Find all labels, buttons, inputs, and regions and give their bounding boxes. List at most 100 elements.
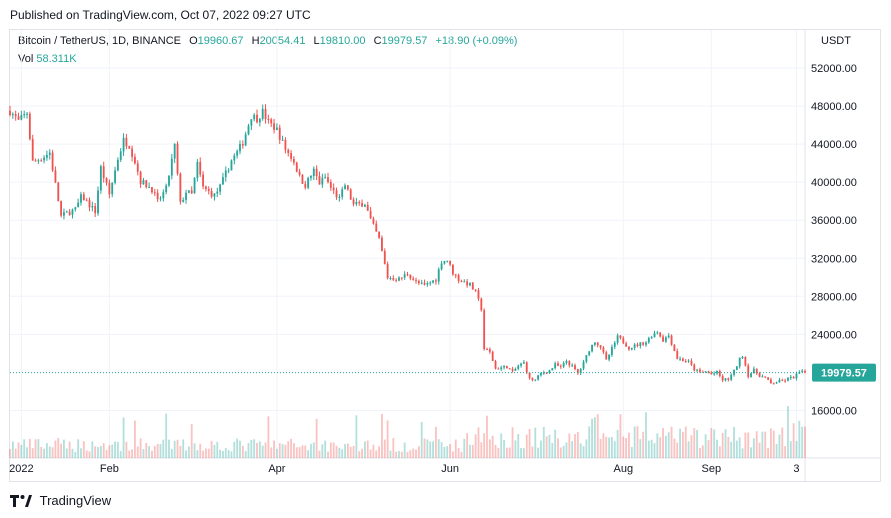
volume-bar <box>437 439 440 458</box>
chart-frame <box>9 29 881 482</box>
candle-body <box>187 190 190 193</box>
candle-body <box>301 174 304 184</box>
candle-body <box>273 123 275 130</box>
volume-bar <box>196 450 199 458</box>
volume-bar <box>26 447 28 458</box>
candle-body <box>724 378 727 381</box>
volume-bar <box>295 447 298 458</box>
candle-body <box>392 278 395 280</box>
volume-bar <box>540 440 542 458</box>
volume-bar <box>486 415 488 458</box>
volume-bar <box>324 440 327 458</box>
volume-bar <box>290 438 293 458</box>
candle-body <box>611 346 613 355</box>
volume-bar <box>525 434 528 458</box>
volume-bar <box>11 441 14 458</box>
volume-bar <box>91 441 94 458</box>
volume-bar <box>148 446 151 458</box>
volume-bar <box>34 439 37 458</box>
volume-bar <box>684 426 687 458</box>
candle-body <box>432 280 434 283</box>
volume-bar <box>318 450 321 458</box>
candle-body <box>571 365 574 367</box>
volume-bar <box>261 445 264 458</box>
candle-body <box>636 344 639 347</box>
volume-bar <box>454 439 457 458</box>
candle-body <box>750 373 752 377</box>
candle-body <box>656 332 659 334</box>
candle-body <box>494 361 497 369</box>
footer-brand[interactable]: TradingView <box>10 492 111 508</box>
candle-body <box>267 119 270 121</box>
volume-bar <box>735 440 738 458</box>
volume-bar <box>165 413 168 458</box>
volume-bar <box>471 444 474 458</box>
candle-body <box>454 274 457 276</box>
candle-body <box>596 342 599 346</box>
volume-bar <box>568 433 571 458</box>
candle-body <box>324 177 327 179</box>
price-axis[interactable]: 52000.00 48000.00 44000.00 40000.00 36000.00… <box>811 63 857 417</box>
candle-body <box>693 364 696 371</box>
price-tick-label: 24000.00 <box>811 329 857 341</box>
volume-bar <box>310 443 312 458</box>
candle-body <box>497 368 500 370</box>
volume-bar <box>693 428 696 458</box>
candle-body <box>182 199 185 202</box>
volume-bar <box>355 415 358 458</box>
candle-body <box>9 110 11 115</box>
last-price-label: 19979.57 <box>821 368 867 380</box>
legend-change: +18.90 (+0.09%) <box>435 35 518 47</box>
candle-body <box>23 114 26 116</box>
volume-bar <box>767 448 770 458</box>
volume-bar <box>65 448 68 458</box>
time-tick-label: 3 <box>793 463 799 475</box>
time-axis[interactable]: 2022 Feb Apr Jun Aug Sep 3 <box>9 463 799 475</box>
volume-bar <box>477 427 480 458</box>
candle-body <box>554 363 557 369</box>
volume-bar <box>772 430 775 458</box>
volume-bar <box>358 451 361 458</box>
candle-body <box>645 342 647 345</box>
legend-symbol[interactable]: Bitcoin / TetherUS, 1D, BINANCE <box>18 35 182 47</box>
volume-bar <box>57 438 60 458</box>
candle-body <box>134 156 136 164</box>
candle-body <box>88 200 91 208</box>
volume-bar <box>45 443 48 458</box>
volume-bar <box>755 431 758 458</box>
volume-bar <box>593 417 596 458</box>
candle-body <box>51 152 54 171</box>
volume-bar <box>389 450 392 458</box>
volume-bar <box>51 447 54 458</box>
candle-body <box>114 170 116 183</box>
candle-body <box>216 191 219 194</box>
candle-body <box>82 194 85 201</box>
candle-body <box>716 370 718 374</box>
volume-bar <box>82 441 85 458</box>
volume-bar <box>605 436 608 458</box>
candle-body <box>227 170 230 172</box>
volume-bar <box>187 446 190 458</box>
volume-bar <box>412 448 415 458</box>
volume-bar <box>80 448 82 458</box>
volume-bar <box>784 446 787 458</box>
volume-bar <box>554 429 557 458</box>
candle-body <box>48 152 51 155</box>
candle-body <box>108 182 111 195</box>
volume-bar <box>298 447 301 458</box>
candle-body <box>65 211 68 213</box>
candle-body <box>591 344 593 352</box>
volume-bar <box>216 441 219 458</box>
candle-body <box>17 116 20 120</box>
volume-bar <box>329 442 332 458</box>
volume-bar <box>128 450 131 458</box>
candle-body <box>406 274 409 276</box>
candle-body <box>679 358 681 360</box>
volume-bar <box>505 447 508 458</box>
volume-bar <box>517 434 520 458</box>
volume-bar <box>602 433 605 458</box>
volume-bar <box>707 440 710 458</box>
candle-body <box>752 368 755 374</box>
candle-body <box>673 344 676 351</box>
